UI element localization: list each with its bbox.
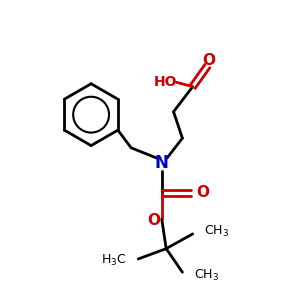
Text: H$_3$C: H$_3$C — [101, 253, 127, 268]
Text: CH$_3$: CH$_3$ — [204, 224, 229, 238]
Text: N: N — [155, 154, 169, 172]
Text: O: O — [196, 185, 209, 200]
Text: O: O — [202, 53, 215, 68]
Text: HO: HO — [154, 75, 177, 89]
Text: CH$_3$: CH$_3$ — [194, 268, 219, 283]
Text: O: O — [147, 213, 160, 228]
